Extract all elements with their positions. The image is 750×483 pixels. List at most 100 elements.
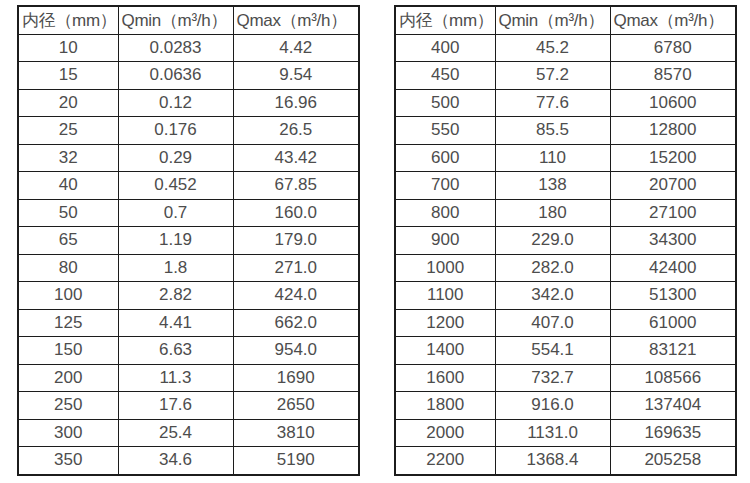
table-cell: 300 [18,419,118,447]
table-cell: 732.7 [495,364,610,392]
table-row: 150.06369.54 [18,62,359,90]
table-cell: 0.452 [118,172,233,200]
table-cell: 179.0 [233,227,359,255]
table-row: 20001131.0169635 [395,419,736,447]
table-row: 900229.034300 [395,227,736,255]
table-cell: 205258 [610,447,736,475]
table-cell: 0.7 [118,199,233,227]
table-cell: 57.2 [495,62,610,90]
table-cell: 500 [395,89,495,117]
table-cell: 160.0 [233,199,359,227]
table-row: 70013820700 [395,172,736,200]
table-cell: 125 [18,309,118,337]
table-row: 60011015200 [395,144,736,172]
table-row: 50077.610600 [395,89,736,117]
table-cell: 169635 [610,419,736,447]
table-cell: 700 [395,172,495,200]
table-cell: 6780 [610,34,736,62]
table-cell: 65 [18,227,118,255]
table-cell: 85.5 [495,117,610,145]
table-cell: 10600 [610,89,736,117]
table-cell: 6.63 [118,337,233,365]
table-cell: 20700 [610,172,736,200]
table-cell: 5190 [233,447,359,475]
table-cell: 100 [18,282,118,310]
table-row: 20011.31690 [18,364,359,392]
table-row: 801.8271.0 [18,254,359,282]
table-row: 400.45267.85 [18,172,359,200]
table-cell: 15 [18,62,118,90]
table-cell: 2000 [395,419,495,447]
table-cell: 1690 [233,364,359,392]
table-cell: 17.6 [118,392,233,420]
table-cell: 45.2 [495,34,610,62]
header-cell-diameter: 内径（mm） [395,6,495,34]
table-row: 40045.26780 [395,34,736,62]
table-cell: 3810 [233,419,359,447]
table-cell: 282.0 [495,254,610,282]
table-cell: 407.0 [495,309,610,337]
table-row: 100.02834.42 [18,34,359,62]
table-row: 320.2943.42 [18,144,359,172]
table-cell: 25.4 [118,419,233,447]
table-cell: 110 [495,144,610,172]
table-cell: 10 [18,34,118,62]
table-cell: 9.54 [233,62,359,90]
table-cell: 34.6 [118,447,233,475]
table-row: 1506.63954.0 [18,337,359,365]
table-cell: 11.3 [118,364,233,392]
table-cell: 43.42 [233,144,359,172]
tables-container: 内径（mm） Qmin（m³/h） Qmax（m³/h） 100.02834.4… [0,0,750,476]
table-cell: 554.1 [495,337,610,365]
table-cell: 150 [18,337,118,365]
table-cell: 4.41 [118,309,233,337]
table-cell: 15200 [610,144,736,172]
table-cell: 67.85 [233,172,359,200]
table-cell: 550 [395,117,495,145]
table-cell: 1000 [395,254,495,282]
table-cell: 424.0 [233,282,359,310]
table-row: 55085.512800 [395,117,736,145]
table-row: 250.17626.5 [18,117,359,145]
table-row: 1000282.042400 [395,254,736,282]
table-row: 35034.65190 [18,447,359,475]
table-cell: 916.0 [495,392,610,420]
table-cell: 27100 [610,199,736,227]
table-cell: 1200 [395,309,495,337]
table-cell: 271.0 [233,254,359,282]
table-cell: 1368.4 [495,447,610,475]
table-row: 651.19179.0 [18,227,359,255]
table-cell: 400 [395,34,495,62]
header-cell-qmin: Qmin（m³/h） [118,6,233,34]
header-row: 内径（mm） Qmin（m³/h） Qmax（m³/h） [395,6,736,34]
table-cell: 50 [18,199,118,227]
table-cell: 34300 [610,227,736,255]
header-cell-diameter: 内径（mm） [18,6,118,34]
table-row: 500.7160.0 [18,199,359,227]
table-cell: 137404 [610,392,736,420]
table-cell: 2200 [395,447,495,475]
table-cell: 250 [18,392,118,420]
table-body: 100.02834.42150.06369.54200.1216.96250.1… [18,34,359,475]
table-cell: 40 [18,172,118,200]
table-cell: 1400 [395,337,495,365]
table-row: 22001368.4205258 [395,447,736,475]
header-row: 内径（mm） Qmin（m³/h） Qmax（m³/h） [18,6,359,34]
table-row: 25017.62650 [18,392,359,420]
table-cell: 12800 [610,117,736,145]
table-cell: 0.0283 [118,34,233,62]
table-cell: 0.29 [118,144,233,172]
table-cell: 1800 [395,392,495,420]
table-cell: 1.19 [118,227,233,255]
table-cell: 200 [18,364,118,392]
table-cell: 229.0 [495,227,610,255]
table-cell: 800 [395,199,495,227]
table-cell: 662.0 [233,309,359,337]
table-cell: 350 [18,447,118,475]
table-cell: 80 [18,254,118,282]
table-cell: 954.0 [233,337,359,365]
table-cell: 180 [495,199,610,227]
table-cell: 2.82 [118,282,233,310]
table-cell: 32 [18,144,118,172]
table-cell: 20 [18,89,118,117]
